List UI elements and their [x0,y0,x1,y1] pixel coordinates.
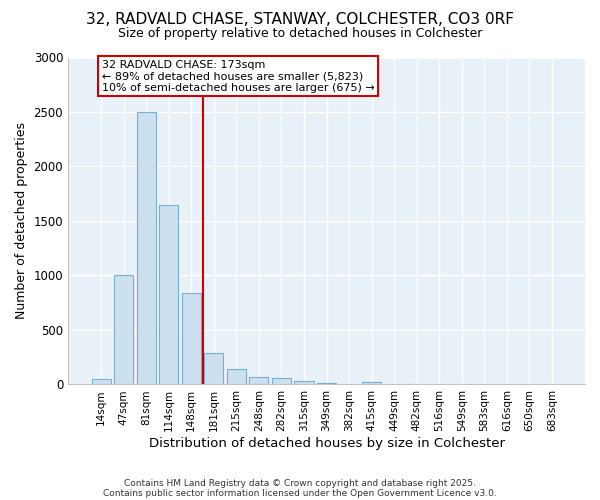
Bar [114,276,133,384]
Bar [204,353,223,384]
Bar [295,381,314,384]
Bar [272,378,291,384]
Bar [362,382,381,384]
Bar [227,369,246,384]
Text: Size of property relative to detached houses in Colchester: Size of property relative to detached ho… [118,28,482,40]
Bar [137,112,156,384]
Text: Contains HM Land Registry data © Crown copyright and database right 2025.: Contains HM Land Registry data © Crown c… [124,478,476,488]
Y-axis label: Number of detached properties: Number of detached properties [15,122,28,320]
Bar [92,379,110,384]
Text: Contains public sector information licensed under the Open Government Licence v3: Contains public sector information licen… [103,488,497,498]
Text: 32 RADVALD CHASE: 173sqm
← 89% of detached houses are smaller (5,823)
10% of sem: 32 RADVALD CHASE: 173sqm ← 89% of detach… [101,60,374,93]
Bar [250,378,268,384]
Bar [317,383,336,384]
Bar [182,293,201,384]
Bar [159,204,178,384]
X-axis label: Distribution of detached houses by size in Colchester: Distribution of detached houses by size … [149,437,505,450]
Text: 32, RADVALD CHASE, STANWAY, COLCHESTER, CO3 0RF: 32, RADVALD CHASE, STANWAY, COLCHESTER, … [86,12,514,28]
